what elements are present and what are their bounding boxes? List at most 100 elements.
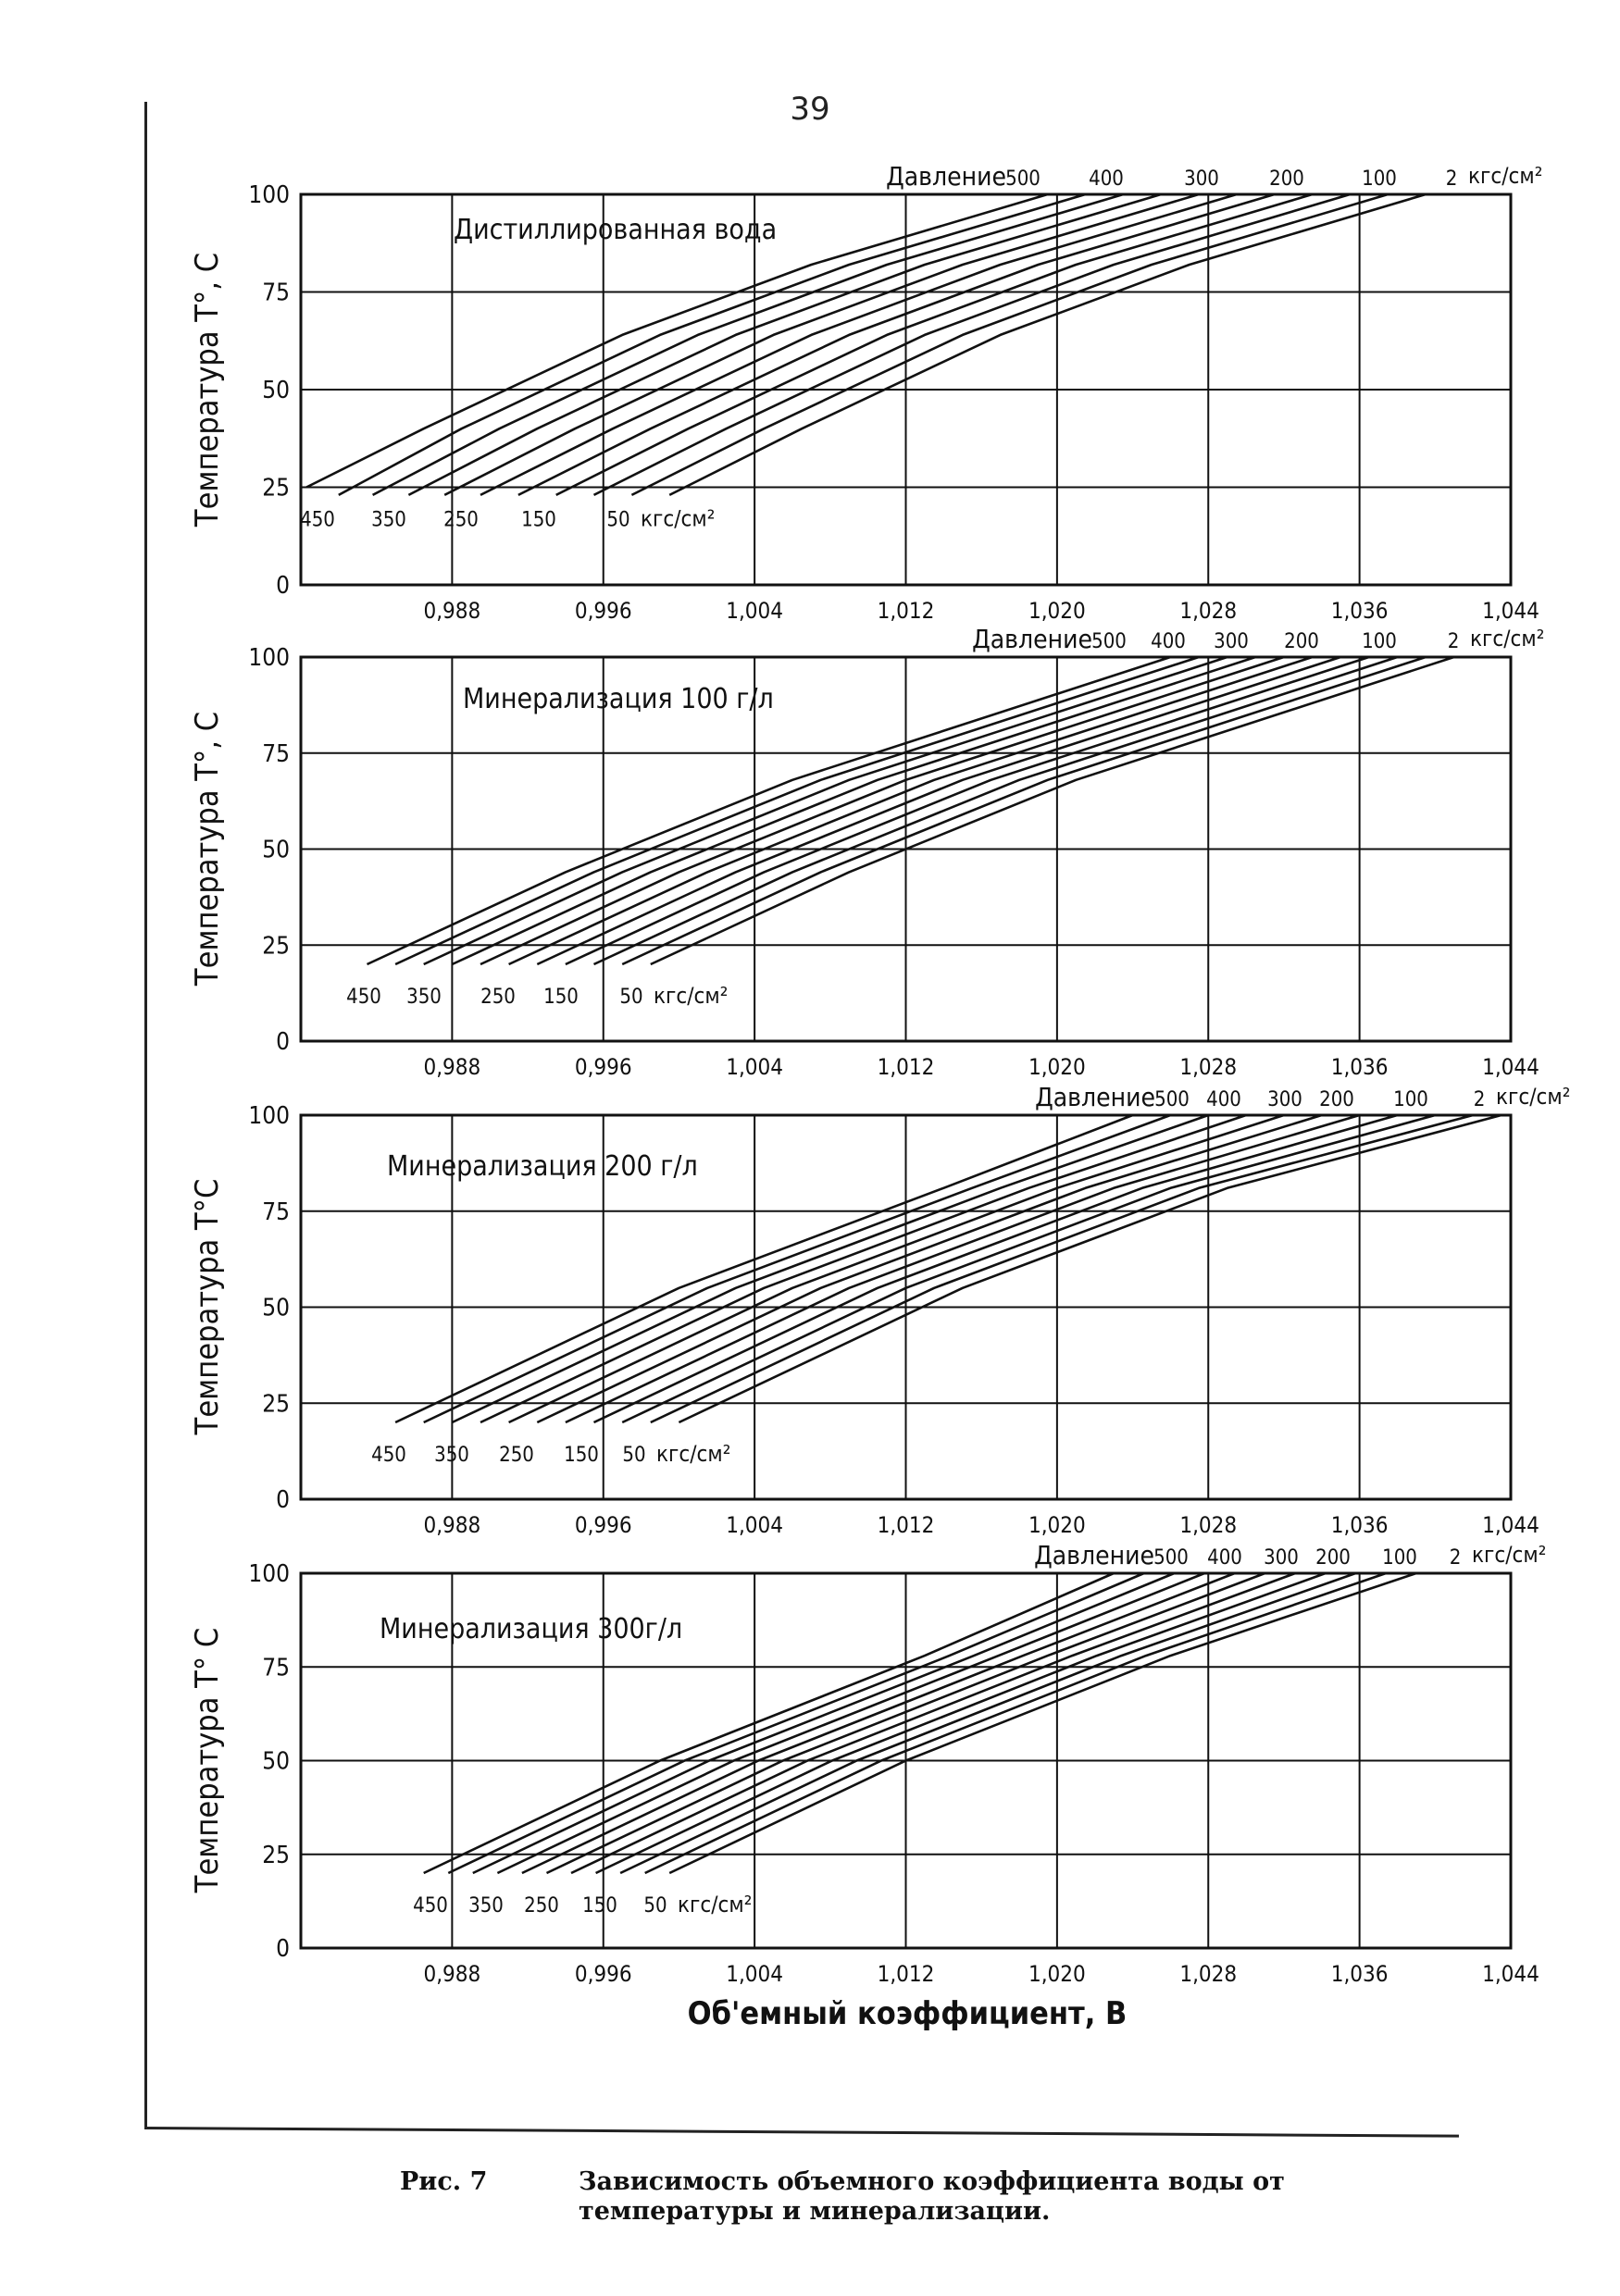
chart-2-title: Минерализация 100 г/л xyxy=(463,683,774,715)
chart-3-x-tick-label: 0,988 xyxy=(423,1512,480,1538)
chart-1-curve-100 xyxy=(592,192,1351,497)
chart-4-x-tick-label: 1,012 xyxy=(878,1961,935,1987)
chart-2-bottom-pressure-value: 150 xyxy=(543,986,579,1009)
chart-1-x-tick-label: 0,988 xyxy=(423,598,480,624)
chart-2-curve-50 xyxy=(621,655,1427,966)
chart-1-curve-2 xyxy=(668,192,1427,497)
chart-2-y-tick-label: 100 xyxy=(248,644,290,672)
chart-1-curve-250 xyxy=(480,192,1238,497)
chart-4-bottom-pressure-value: 150 xyxy=(582,1894,617,1917)
chart-3-y-tick-label: 100 xyxy=(248,1102,290,1130)
chart-2-curve-250 xyxy=(508,655,1314,966)
chart-3-top-pressure-value: 500 xyxy=(1154,1088,1190,1111)
chart-1-x-tick-label: 1,020 xyxy=(1028,598,1086,624)
chart-1-curve-350 xyxy=(407,192,1162,497)
chart-1-y-tick-label: 0 xyxy=(276,572,290,600)
chart-1-curve-450 xyxy=(338,192,1086,497)
chart-1-x-tick-label: 0,996 xyxy=(575,598,632,624)
chart-1-curve-150 xyxy=(555,192,1313,497)
chart-4-x-axis-label: Об'емный коэффициент, В xyxy=(688,1995,1128,2032)
chart-4-y-tick-label: 50 xyxy=(262,1748,290,1776)
chart-2-curve-150 xyxy=(565,655,1370,966)
chart-2-x-tick-label: 1,036 xyxy=(1331,1054,1389,1080)
chart-4-bottom-pressure-value: 450 xyxy=(413,1894,448,1917)
chart-1-curve-50 xyxy=(630,192,1389,497)
chart-4-top-pressure-value: 500 xyxy=(1153,1546,1189,1570)
chart-4-top-pressure-value: 300 xyxy=(1264,1546,1299,1570)
chart-1-x-tick-label: 1,028 xyxy=(1179,598,1237,624)
chart-4-x-tick-label: 1,036 xyxy=(1331,1961,1389,1987)
chart-3-top-pressure-value: 100 xyxy=(1393,1088,1428,1111)
chart-2-x-tick-label: 1,004 xyxy=(726,1054,783,1080)
chart-1-top-pressure-value: 2 xyxy=(1446,168,1458,191)
chart-2-bottom-pressure-value: 250 xyxy=(480,986,516,1009)
chart-3-top-pressure-value: 400 xyxy=(1206,1088,1241,1111)
chart-4-plot-frame xyxy=(299,1571,1513,1950)
chart-2-plot-frame xyxy=(299,655,1513,1043)
chart-3-curve-300 xyxy=(508,1113,1285,1424)
figure-caption-line-2: температуры и минерализации. xyxy=(579,2197,1051,2226)
chart-3-y-tick-label: 0 xyxy=(276,1486,290,1514)
chart-3-y-tick-label: 25 xyxy=(262,1390,290,1418)
chart-1-top-pressure-unit: кгс/см² xyxy=(1468,163,1542,189)
chart-4-x-tick-label: 0,996 xyxy=(575,1961,632,1987)
chart-4-curve-150 xyxy=(595,1571,1327,1875)
chart-4-curve-2 xyxy=(668,1571,1417,1875)
chart-4-top-pressure-value: 2 xyxy=(1450,1546,1462,1570)
chart-3-top-pressure-unit: кгс/см² xyxy=(1496,1084,1570,1110)
chart-2-top-pressure-unit: кгс/см² xyxy=(1470,626,1544,652)
chart-3-bottom-pressure-value: 150 xyxy=(564,1444,599,1467)
chart-2-top-pressure-value: 300 xyxy=(1214,630,1249,653)
chart-1-bottom-pressure-unit: кгс/см² xyxy=(641,506,715,532)
chart-2-x-tick-label: 0,996 xyxy=(575,1054,632,1080)
chart-1-curve-400 xyxy=(371,192,1124,497)
chart-2-y-axis-label: Температура Т°, С xyxy=(189,712,226,987)
chart-2-x-tick-label: 0,988 xyxy=(423,1054,480,1080)
chart-3-bottom-pressure-unit: кгс/см² xyxy=(656,1441,730,1467)
chart-4-curve-500 xyxy=(423,1571,1115,1875)
chart-2-bottom-pressure-unit: кгс/см² xyxy=(654,983,728,1009)
chart-3-top-pressure-value: 200 xyxy=(1319,1088,1354,1111)
chart-2-curve-100 xyxy=(592,655,1398,966)
chart-2-bottom-pressure-value: 450 xyxy=(346,986,381,1009)
chart-1-title: Дистиллированная вода xyxy=(454,214,777,246)
chart-2-bottom-pressure-value: 350 xyxy=(406,986,442,1009)
chart-4-curve-100 xyxy=(619,1571,1356,1875)
chart-1-curve-500 xyxy=(305,192,1049,489)
chart-2-curve-450 xyxy=(394,655,1200,966)
chart-3-curve-450 xyxy=(423,1113,1171,1424)
chart-4-y-tick-label: 25 xyxy=(262,1842,290,1869)
chart-3-bottom-pressure-value: 50 xyxy=(622,1444,645,1467)
chart-2-curve-350 xyxy=(451,655,1256,966)
chart-3-curve-150 xyxy=(592,1113,1398,1424)
chart-1-bottom-pressure-value: 350 xyxy=(371,509,406,532)
chart-1-top-pressure-value: 500 xyxy=(1005,168,1041,191)
figure-caption-line-1: Зависимость объемного коэффициента воды … xyxy=(579,2167,1285,2196)
chart-3-bottom-pressure-value: 350 xyxy=(434,1444,469,1467)
chart-2-curve-500 xyxy=(366,655,1171,966)
chart-3-curve-250 xyxy=(536,1113,1323,1424)
chart-4-bottom-pressure-value: 50 xyxy=(643,1894,667,1917)
chart-3-x-tick-label: 1,028 xyxy=(1179,1512,1237,1538)
chart-4-x-tick-label: 0,988 xyxy=(423,1961,480,1987)
chart-2-top-pressure-value: 500 xyxy=(1091,630,1127,653)
chart-1-y-axis-label: Температура Т°, С xyxy=(189,253,226,527)
chart-1-top-pressure-value: 400 xyxy=(1089,168,1124,191)
page-frame-left-line xyxy=(144,102,147,2128)
chart-4-y-axis-label: Температура Т° С xyxy=(189,1628,226,1893)
chart-4-x-tick-label: 1,004 xyxy=(726,1961,783,1987)
chart-2-y-tick-label: 0 xyxy=(276,1028,290,1056)
chart-3-pressure-label: Давление xyxy=(1035,1082,1155,1112)
chart-2-top-pressure-value: 400 xyxy=(1151,630,1186,653)
chart-3-x-tick-label: 0,996 xyxy=(575,1512,632,1538)
chart-4-top-pressure-value: 200 xyxy=(1315,1546,1351,1570)
chart-1-plot-frame xyxy=(299,192,1513,587)
chart-3-x-tick-label: 1,044 xyxy=(1482,1512,1539,1538)
chart-4-curve-400 xyxy=(472,1571,1175,1875)
chart-4-x-tick-label: 1,028 xyxy=(1179,1961,1237,1987)
chart-3-title: Минерализация 200 г/л xyxy=(387,1150,698,1183)
chart-3-y-tick-label: 75 xyxy=(262,1198,290,1226)
chart-4-title: Минерализация 300г/л xyxy=(380,1613,682,1645)
chart-3-top-pressure-value: 2 xyxy=(1474,1088,1486,1111)
chart-4-y-tick-label: 75 xyxy=(262,1654,290,1682)
